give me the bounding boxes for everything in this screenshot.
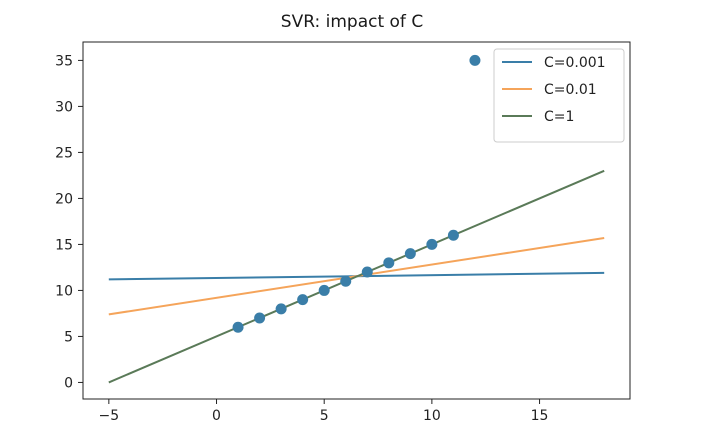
data-point-4 <box>318 284 330 296</box>
y-tick-label-6: 30 <box>55 99 73 115</box>
plot-frame <box>82 41 631 400</box>
data-point-6 <box>361 266 373 278</box>
data-point-5 <box>340 275 352 287</box>
legend-label-0: C=0.001 <box>544 55 606 71</box>
series-line-2 <box>108 169 605 384</box>
x-axis: −5 0 5 10 15 <box>99 399 549 424</box>
data-point-10 <box>447 229 459 241</box>
x-tick-label-0: −5 <box>99 408 120 424</box>
y-tick-label-5: 25 <box>55 145 73 161</box>
series-layer <box>108 169 605 384</box>
data-point-11 <box>469 54 481 66</box>
legend-label-2: C=1 <box>544 109 574 125</box>
data-point-1 <box>254 312 266 324</box>
data-point-8 <box>404 248 416 260</box>
x-tick-label-1: 0 <box>212 408 221 424</box>
data-point-3 <box>297 294 309 306</box>
y-tick-label-3: 15 <box>55 237 73 253</box>
points-layer <box>232 54 481 333</box>
x-tick-label-4: 15 <box>531 408 549 424</box>
y-tick-label-0: 0 <box>64 375 73 391</box>
data-point-0 <box>232 321 244 333</box>
y-tick-label-1: 5 <box>64 329 73 345</box>
x-tick-label-2: 5 <box>320 408 329 424</box>
y-tick-label-2: 10 <box>55 283 73 299</box>
data-point-2 <box>275 303 287 315</box>
y-tick-label-4: 20 <box>55 191 73 207</box>
data-point-9 <box>426 238 438 250</box>
y-axis: 0 5 10 15 20 25 30 35 <box>55 53 83 391</box>
data-point-7 <box>383 257 395 269</box>
x-tick-label-3: 10 <box>423 408 441 424</box>
legend-label-1: C=0.01 <box>544 82 597 98</box>
legend: C=0.001 C=0.01 C=1 <box>493 48 625 143</box>
legend-box <box>493 48 625 143</box>
y-tick-label-7: 35 <box>55 53 73 69</box>
chart-title: SVR: impact of C <box>280 12 424 32</box>
